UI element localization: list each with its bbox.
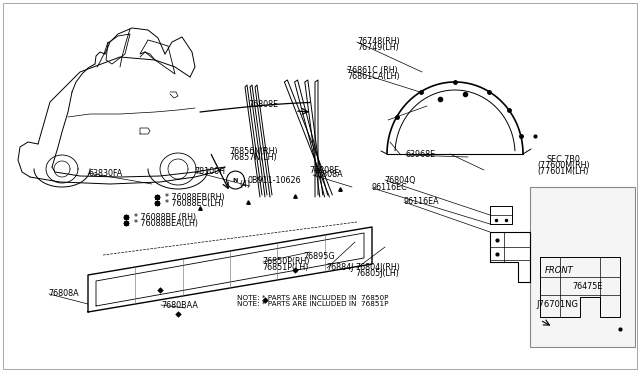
Text: J76701NG: J76701NG bbox=[536, 300, 579, 309]
Text: 63830FA: 63830FA bbox=[88, 169, 123, 178]
Text: 96116EC: 96116EC bbox=[371, 183, 407, 192]
Text: 76851P(LH): 76851P(LH) bbox=[262, 263, 308, 272]
Text: * 76088EB(RH): * 76088EB(RH) bbox=[165, 193, 225, 202]
Text: 76850P(RH): 76850P(RH) bbox=[262, 257, 310, 266]
Text: 78100H: 78100H bbox=[195, 167, 225, 176]
Bar bbox=[530, 187, 635, 347]
Text: 76808E: 76808E bbox=[248, 100, 278, 109]
Text: 76861CA(LH): 76861CA(LH) bbox=[347, 72, 399, 81]
Text: NOTE: * PARTS ARE INCLUDED IN  76850P: NOTE: * PARTS ARE INCLUDED IN 76850P bbox=[237, 295, 388, 301]
Text: 76895G: 76895G bbox=[303, 252, 335, 261]
Text: (77600M(RH): (77600M(RH) bbox=[538, 161, 590, 170]
Text: 76804J(RH): 76804J(RH) bbox=[356, 263, 401, 272]
Text: SEC.7B0: SEC.7B0 bbox=[547, 155, 580, 164]
Text: 76475E: 76475E bbox=[572, 282, 602, 291]
Text: 63968E: 63968E bbox=[406, 150, 436, 159]
Text: 76808A: 76808A bbox=[312, 170, 343, 179]
Text: (77601M(LH): (77601M(LH) bbox=[538, 167, 589, 176]
Text: 0B911-10626: 0B911-10626 bbox=[247, 176, 301, 185]
Text: 76857N(LH): 76857N(LH) bbox=[229, 153, 276, 162]
Text: 76861C (RH): 76861C (RH) bbox=[347, 66, 397, 75]
Text: 7680BAA: 7680BAA bbox=[161, 301, 198, 310]
Text: 76884J: 76884J bbox=[326, 263, 354, 272]
Text: * 76088EC(LH): * 76088EC(LH) bbox=[165, 199, 224, 208]
Text: 76808E: 76808E bbox=[310, 166, 340, 174]
Text: 76749(LH): 76749(LH) bbox=[357, 43, 399, 52]
Text: FRONT: FRONT bbox=[545, 266, 574, 275]
Text: 76804Q: 76804Q bbox=[384, 176, 415, 185]
Text: 76808A: 76808A bbox=[49, 289, 79, 298]
Text: 76856N(RH): 76856N(RH) bbox=[229, 147, 278, 156]
Text: 76748(RH): 76748(RH) bbox=[357, 37, 400, 46]
Text: (4): (4) bbox=[239, 180, 250, 189]
Text: NOTE: * PARTS ARE INCLUDED IN  76851P: NOTE: * PARTS ARE INCLUDED IN 76851P bbox=[237, 301, 388, 307]
Text: N: N bbox=[233, 177, 238, 183]
Text: 76805J(LH): 76805J(LH) bbox=[356, 269, 400, 278]
Text: 96116EA: 96116EA bbox=[403, 197, 439, 206]
Text: * 76088BE (RH): * 76088BE (RH) bbox=[134, 213, 196, 222]
Text: * 76088BEA(LH): * 76088BEA(LH) bbox=[134, 219, 198, 228]
